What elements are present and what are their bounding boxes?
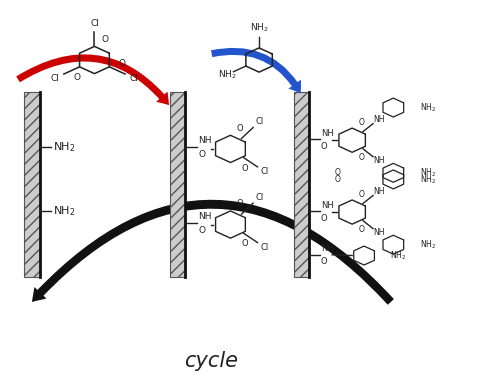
- Text: NH$_2$: NH$_2$: [217, 69, 236, 81]
- Text: O: O: [237, 123, 243, 133]
- Text: NH: NH: [199, 212, 212, 221]
- Text: O: O: [359, 225, 365, 234]
- Text: O: O: [237, 199, 243, 208]
- Text: O: O: [359, 153, 365, 162]
- Text: O: O: [321, 214, 327, 223]
- Text: O: O: [335, 174, 341, 184]
- Text: Cl: Cl: [255, 193, 264, 202]
- Bar: [24, 92, 39, 277]
- Text: NH$_2$: NH$_2$: [53, 204, 75, 218]
- Text: Cl: Cl: [255, 117, 264, 126]
- Text: O: O: [359, 190, 365, 199]
- Text: NH: NH: [321, 129, 334, 138]
- Text: cycle: cycle: [184, 351, 239, 371]
- Text: O: O: [321, 257, 327, 266]
- Text: O: O: [359, 118, 365, 127]
- Text: NH: NH: [321, 201, 334, 210]
- Text: NH: NH: [373, 115, 385, 124]
- Text: Cl: Cl: [50, 74, 59, 83]
- Text: NH: NH: [373, 156, 385, 165]
- Text: O: O: [119, 59, 126, 68]
- Text: O: O: [321, 142, 327, 151]
- Text: Cl: Cl: [261, 167, 269, 176]
- Text: O: O: [199, 226, 205, 235]
- Text: Cl: Cl: [90, 19, 99, 28]
- Text: Cl: Cl: [130, 74, 139, 83]
- Text: O: O: [101, 35, 108, 44]
- Text: NH$_2$: NH$_2$: [420, 239, 436, 251]
- Text: NH: NH: [321, 244, 334, 253]
- FancyArrowPatch shape: [32, 200, 394, 305]
- Text: O: O: [241, 163, 248, 173]
- FancyArrowPatch shape: [211, 48, 301, 93]
- Text: NH$_2$: NH$_2$: [53, 140, 75, 154]
- Text: NH$_2$: NH$_2$: [390, 249, 407, 262]
- Text: NH$_2$: NH$_2$: [420, 101, 436, 114]
- Bar: [170, 92, 185, 277]
- Text: NH$_2$: NH$_2$: [420, 166, 436, 179]
- FancyArrowPatch shape: [16, 54, 169, 105]
- Text: NH$_2$: NH$_2$: [420, 173, 436, 186]
- Text: Cl: Cl: [261, 243, 269, 252]
- Text: O: O: [73, 73, 81, 82]
- Text: NH: NH: [373, 228, 385, 237]
- Text: O: O: [335, 168, 341, 177]
- Bar: [294, 92, 309, 277]
- Text: O: O: [199, 150, 205, 159]
- Text: O: O: [241, 239, 248, 248]
- Text: NH$_2$: NH$_2$: [250, 21, 268, 34]
- Text: NH: NH: [199, 136, 212, 146]
- Text: NH: NH: [373, 187, 385, 196]
